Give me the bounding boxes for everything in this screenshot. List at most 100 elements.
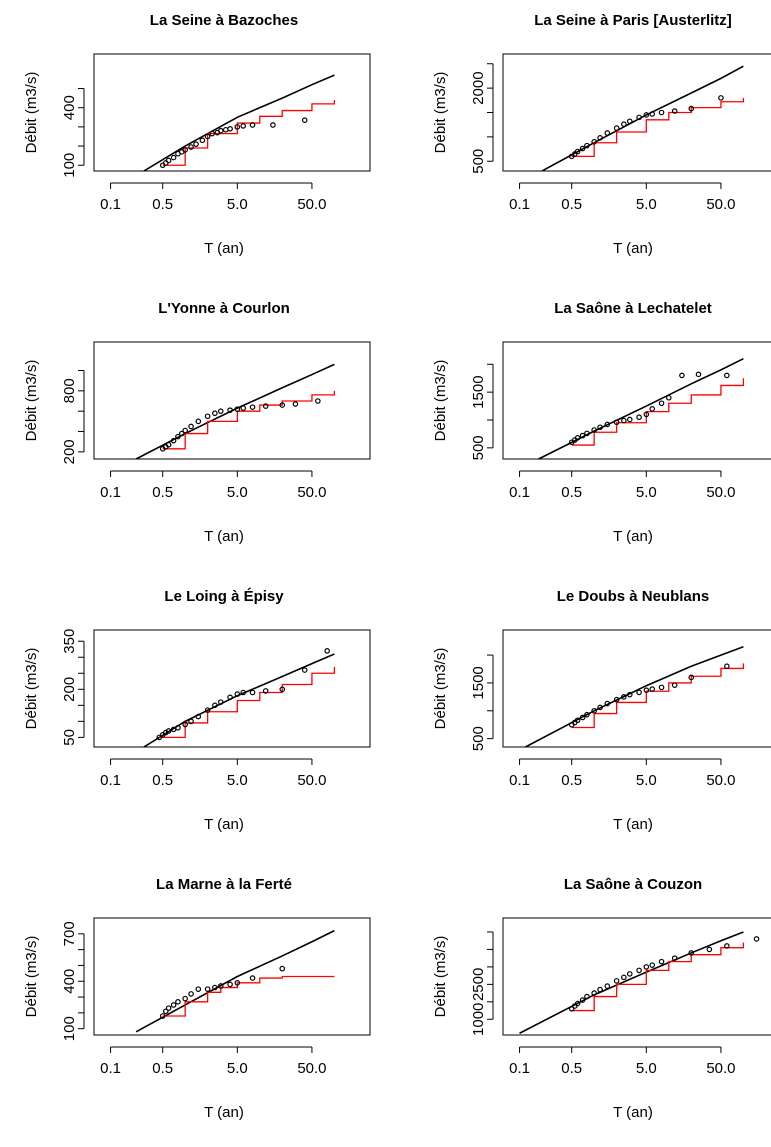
data-point — [604, 130, 611, 136]
panel-7: La Marne à la Ferté 0.1 0.5 5.0 50.0 T (an) 10… — [23, 876, 371, 1121]
y-tick-label: 1500 — [470, 666, 487, 699]
x-axis-label: T (an) — [613, 1104, 653, 1121]
y-axis-label: Débit (m3/s) — [23, 936, 40, 1018]
fitted-line-black — [541, 65, 744, 171]
y-axis-label: Débit (m3/s) — [23, 72, 40, 154]
data-point — [262, 688, 269, 694]
x-tick-label: 5.0 — [636, 1060, 657, 1077]
data-point — [178, 430, 185, 437]
data-point — [636, 689, 642, 696]
y-tick-label: 700 — [61, 921, 78, 946]
data-point — [279, 686, 286, 693]
data-point — [591, 138, 597, 145]
x-tick-label: 0.1 — [100, 484, 121, 501]
x-tick-label: 5.0 — [227, 196, 248, 213]
panel-8: La Saône à Couzon 0.1 0.5 5.0 50.0 T (an) 1000… — [432, 876, 771, 1121]
data-point — [613, 419, 620, 426]
data-point — [658, 684, 665, 691]
data-point — [324, 648, 330, 654]
x-tick-label: 0.1 — [509, 772, 530, 789]
y-tick-label: 500 — [470, 149, 487, 174]
data-point — [636, 414, 642, 421]
data-point — [621, 121, 627, 128]
data-point — [584, 993, 590, 1000]
data-point — [636, 114, 642, 121]
panel-6: Le Doubs à Neublans 0.1 0.5 5.0 50.0 T (an) 50… — [432, 588, 771, 833]
panel-5: Le Loing à Épisy 0.1 0.5 5.0 50.0 T (an) 50 200… — [23, 588, 371, 833]
data-point — [234, 406, 241, 412]
data-point — [597, 704, 603, 711]
data-point — [212, 702, 218, 709]
plot-frame — [502, 917, 771, 1036]
data-point — [591, 707, 597, 714]
data-point — [156, 734, 163, 741]
x-tick-label: 50.0 — [706, 1060, 735, 1077]
data-point — [679, 372, 685, 379]
fitted-line-black — [135, 929, 335, 1033]
x-tick-label: 5.0 — [636, 196, 657, 213]
data-point — [188, 991, 194, 997]
data-point — [182, 147, 188, 153]
data-point — [724, 663, 730, 670]
data-point — [279, 402, 286, 408]
data-point — [227, 981, 233, 988]
data-point — [579, 432, 586, 439]
data-point — [688, 950, 695, 956]
plot-frame — [502, 629, 771, 748]
data-point — [175, 724, 181, 731]
data-point — [688, 674, 695, 681]
panel-4: La Saône à Lechatelet 0.1 0.5 5.0 50.0 T (an)… — [432, 300, 771, 545]
data-point — [249, 404, 256, 410]
x-tick-label: 50.0 — [297, 196, 326, 213]
y-tick-label: 50 — [61, 729, 78, 746]
data-point — [204, 986, 211, 992]
plot-frame — [93, 917, 371, 1036]
data-point — [270, 122, 276, 128]
fitted-line-black — [135, 363, 335, 459]
data-point — [568, 1006, 575, 1012]
data-point — [636, 967, 642, 974]
y-tick-label: 800 — [61, 378, 78, 403]
data-point — [643, 687, 650, 693]
data-point — [597, 424, 603, 431]
x-tick-label: 50.0 — [297, 484, 326, 501]
data-point — [227, 126, 233, 132]
data-point — [165, 157, 172, 164]
data-point — [604, 421, 611, 428]
y-tick-label: 400 — [61, 969, 78, 994]
data-point — [724, 372, 730, 379]
data-point — [613, 125, 620, 131]
plot-frame — [93, 341, 371, 460]
series-group — [135, 929, 335, 1033]
x-tick-label: 50.0 — [706, 772, 735, 789]
x-tick-label: 0.5 — [561, 772, 582, 789]
data-point — [165, 728, 172, 734]
y-tick-label: 350 — [61, 629, 78, 654]
x-tick-label: 0.1 — [509, 196, 530, 213]
data-point — [579, 997, 586, 1003]
x-axis-label: T (an) — [204, 528, 244, 545]
data-point — [584, 142, 590, 149]
panel-title: La Marne à la Ferté — [156, 876, 292, 893]
x-tick-label: 0.5 — [152, 772, 173, 789]
x-tick-label: 5.0 — [227, 772, 248, 789]
series-group — [525, 645, 745, 747]
y-tick-label: 1500 — [470, 375, 487, 408]
data-point — [301, 117, 308, 123]
data-point — [240, 405, 247, 411]
y-tick-label: 100 — [61, 1016, 78, 1041]
data-point — [591, 427, 597, 433]
data-point — [209, 130, 215, 137]
data-point — [658, 400, 665, 407]
data-point — [217, 983, 224, 989]
data-point — [718, 95, 724, 101]
x-axis-label: T (an) — [204, 1104, 244, 1121]
data-point — [234, 124, 241, 130]
data-point — [626, 118, 633, 125]
y-axis-label: Débit (m3/s) — [432, 648, 449, 730]
data-point — [204, 707, 211, 713]
plot-frame — [93, 629, 371, 748]
x-axis-label: T (an) — [613, 816, 653, 833]
data-point — [591, 990, 597, 996]
data-point — [249, 122, 256, 128]
